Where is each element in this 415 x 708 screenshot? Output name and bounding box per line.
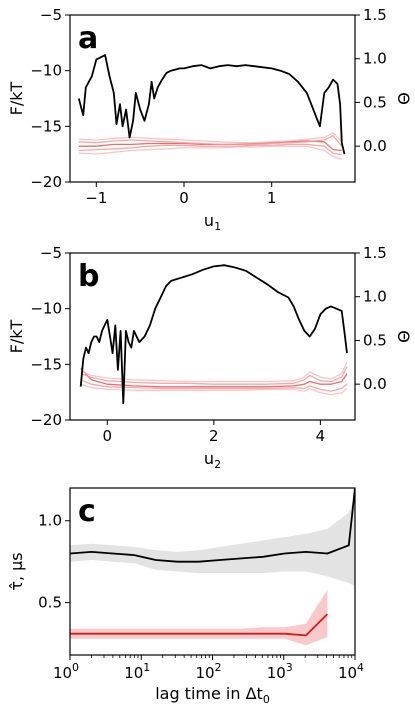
- series-1-line: [70, 613, 329, 637]
- y-tick-label: −15: [30, 117, 62, 135]
- y-axis-label: τ̂, μs: [7, 552, 26, 590]
- x-axis-label: lag time in Δt0: [155, 684, 270, 706]
- y-tick-label: −20: [30, 173, 62, 191]
- series-2-line: [80, 366, 348, 385]
- x-axis-label: u1: [204, 211, 221, 233]
- y-right-tick-label: 1.5: [363, 244, 387, 262]
- series-0-line: [79, 264, 348, 405]
- plot-area: [77, 54, 346, 160]
- y-tick-label: 0.5: [38, 594, 62, 612]
- panel-label: b: [78, 259, 99, 294]
- panel-b: 0 2 4 −20 −15 −10 −5 0.0 0.5 1.0 1.5 Θ F/kT b: [7, 244, 413, 445]
- y-axis-label: F/kT: [7, 81, 26, 115]
- y-right-tick-label: 1.5: [363, 6, 387, 24]
- y-axis-label: F/kT: [7, 319, 26, 353]
- series-1-band: [70, 589, 328, 646]
- x-tick-label: 0: [179, 189, 189, 207]
- x-tick-label: 0: [103, 427, 113, 445]
- x-tick-label-sub: 2: [215, 661, 222, 674]
- y-right-axis-label: Θ: [394, 330, 413, 343]
- y-right-tick-label: 0.0: [363, 375, 387, 393]
- axes-frame: [69, 252, 356, 421]
- series-5-line: [80, 383, 348, 396]
- x-tick-label-sub: 3: [286, 661, 293, 674]
- y-right-tick-label: 0.0: [363, 137, 387, 155]
- y-right-tick-label: 0.5: [363, 331, 387, 349]
- x-tick-label: −1: [85, 189, 107, 207]
- y-right-tick-label: 1.0: [363, 50, 387, 68]
- panel-c: 0.5 1.0 τ̂, μs c: [7, 487, 356, 660]
- y-tick-label: −5: [40, 6, 62, 24]
- series-3-line: [80, 379, 348, 392]
- x-axis-label: u2: [204, 449, 221, 471]
- x-axis-label-sub: 0: [263, 693, 270, 706]
- panel-label: a: [78, 21, 98, 56]
- y-tick-label: 1.0: [38, 512, 62, 530]
- x-tick-label: 101: [124, 661, 150, 682]
- series-1-line: [80, 367, 348, 388]
- y-right-tick-label: 0.5: [363, 93, 387, 111]
- y-tick-label: −10: [30, 62, 62, 80]
- x-tick-label: 102: [195, 661, 221, 682]
- x-axis-label-main: u: [204, 211, 214, 230]
- y-tick-label: −10: [30, 300, 62, 318]
- x-tick-label-main: 10: [53, 664, 72, 682]
- series-0-band: [70, 496, 355, 587]
- y-tick-label: −5: [40, 244, 62, 262]
- x-axis-label-sub: 1: [214, 220, 221, 233]
- y-right-tick-label: 1.0: [363, 288, 387, 306]
- x-tick-label: 1: [267, 189, 277, 207]
- series-3-line: [78, 143, 342, 156]
- x-tick-label-sub: 0: [72, 661, 79, 674]
- series-2-line: [78, 135, 343, 147]
- series-4-line: [80, 362, 348, 383]
- x-tick-label: 104: [338, 661, 364, 682]
- x-tick-label-sub: 4: [357, 661, 364, 674]
- x-tick-label: 100: [53, 661, 79, 682]
- x-tick-label: 2: [209, 427, 219, 445]
- panel-label: c: [78, 494, 96, 529]
- x-axis-label-main: u: [204, 449, 214, 468]
- series-0-line: [70, 488, 355, 563]
- x-tick-label-main: 10: [195, 664, 214, 682]
- series-5-line: [78, 145, 342, 160]
- x-axis-label-main: lag time in Δt: [155, 684, 263, 703]
- x-tick-label: 103: [267, 661, 293, 682]
- x-tick-label-main: 10: [267, 664, 286, 682]
- x-tick-label-main: 10: [124, 664, 143, 682]
- x-tick-label-sub: 1: [143, 661, 150, 674]
- plot-area: [70, 488, 355, 646]
- x-axis-label-sub: 2: [214, 458, 221, 471]
- series-4-line: [78, 132, 343, 144]
- y-tick-label: −20: [30, 411, 62, 429]
- series-0-line: [77, 54, 346, 155]
- panel-a: −1 0 1−20−15−10−50.00.51.01.5ΘF/kTa: [7, 6, 413, 207]
- x-tick-label-main: 10: [338, 664, 357, 682]
- axes-frame: [69, 14, 356, 183]
- y-right-axis-label: Θ: [394, 92, 413, 105]
- y-tick-label: −15: [30, 355, 62, 373]
- plot-area: [79, 264, 348, 405]
- x-tick-label: 4: [316, 427, 326, 445]
